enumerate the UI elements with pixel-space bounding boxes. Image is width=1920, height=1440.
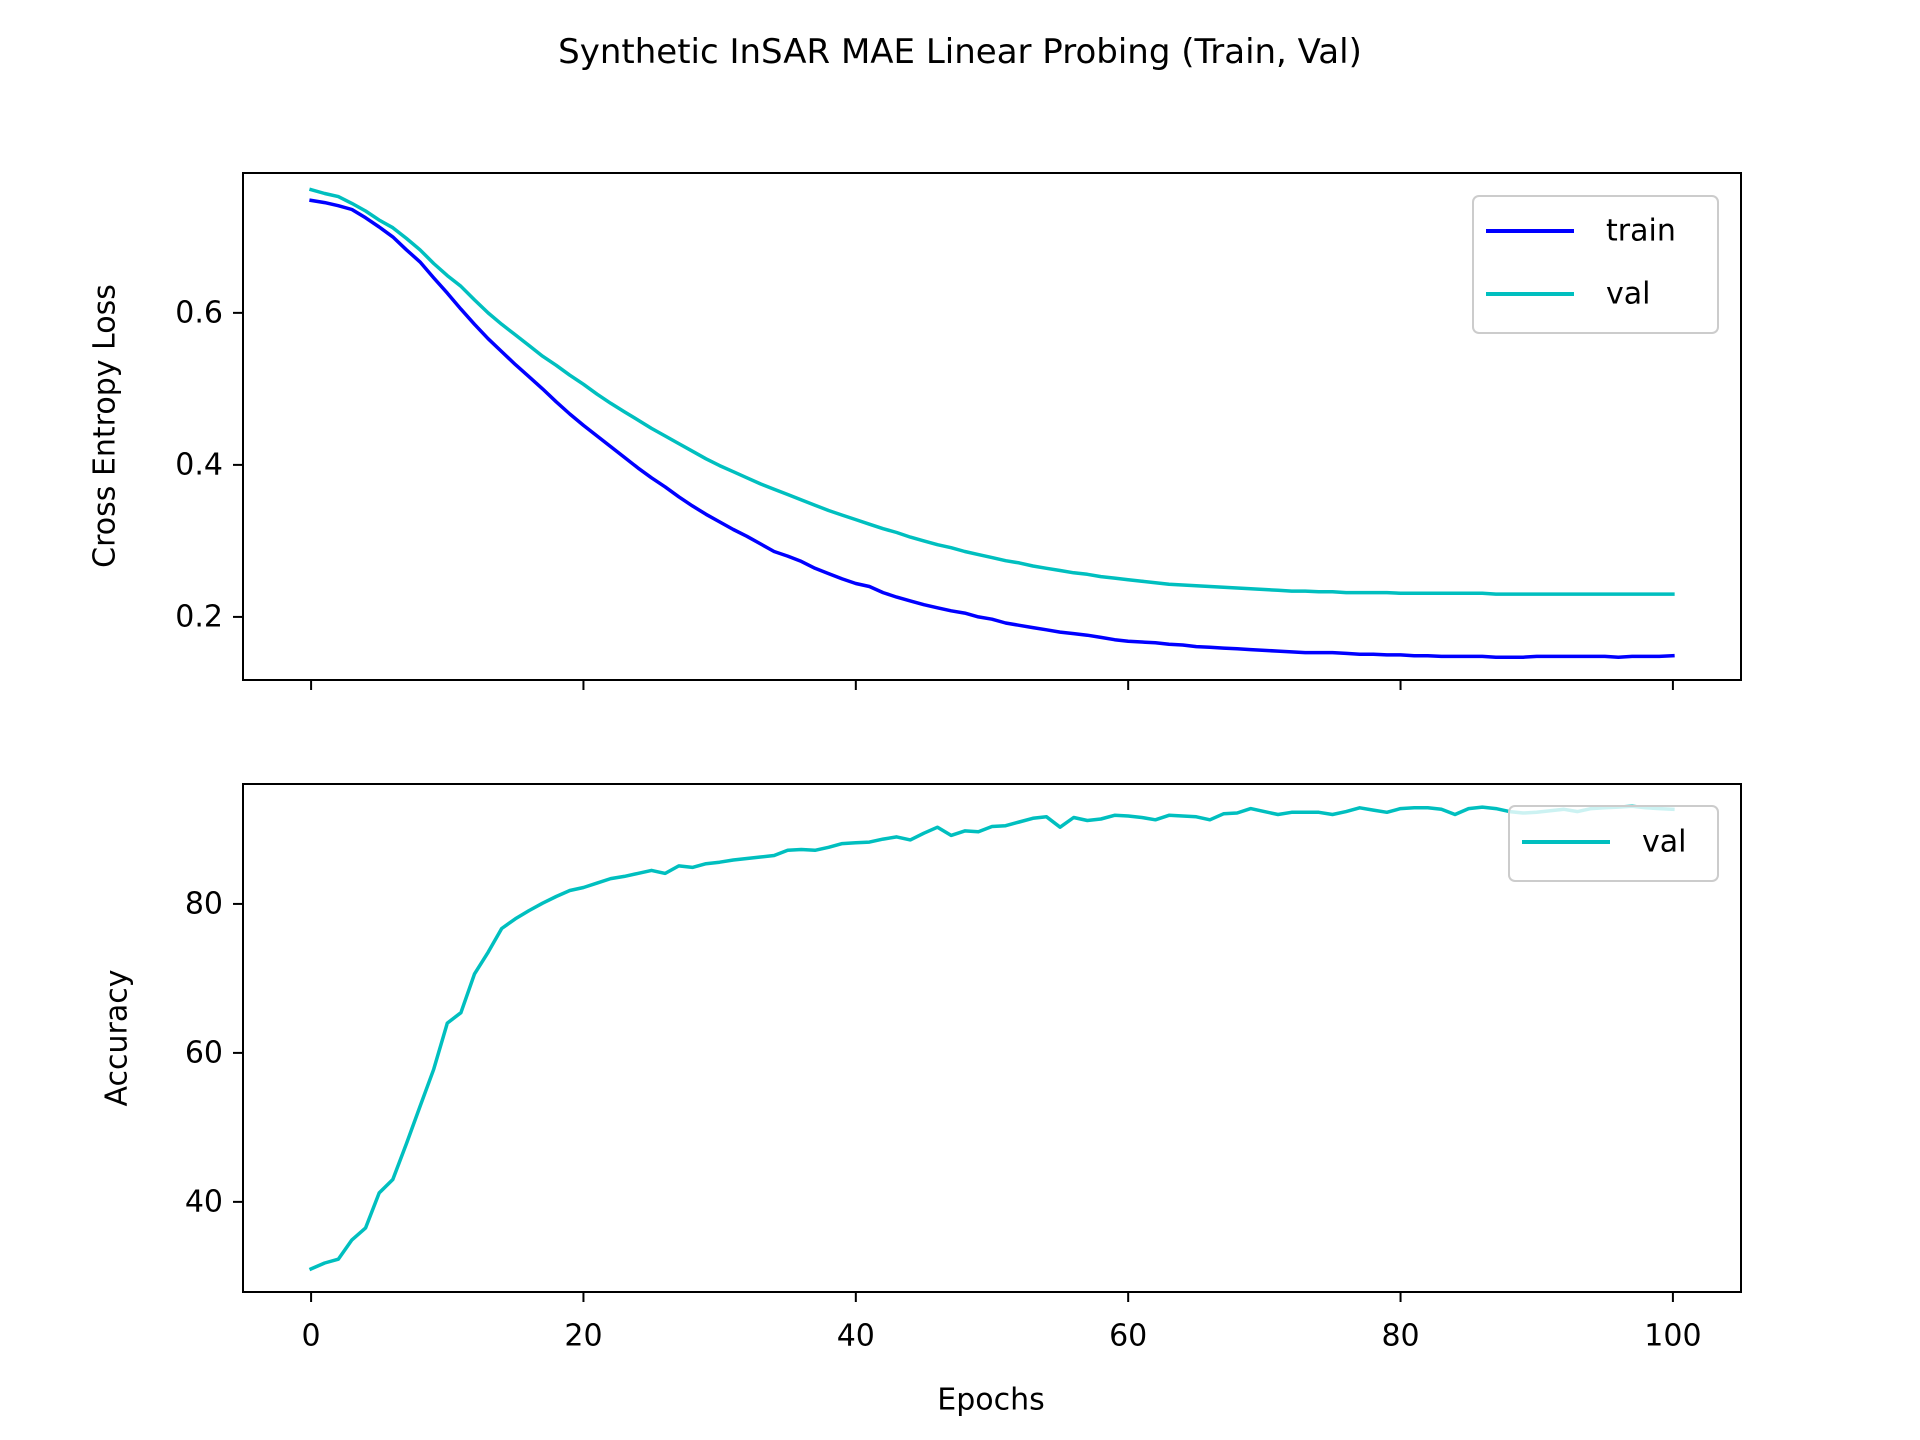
accuracy-x-ticks: 0 20 40 60 80 100 [302, 1292, 1702, 1354]
acc-x-tick-label: 40 [837, 1319, 875, 1354]
loss-plot-frame [242, 172, 1742, 681]
loss-y-ticks: 0.2 0.4 0.6 [175, 295, 243, 634]
accuracy-plot: 0 20 40 60 80 100 40 60 80 Accuracy Epochs val [100, 783, 1742, 1418]
loss-y-axis-label: Cross Entropy Loss [88, 284, 123, 568]
accuracy-legend: val [1508, 805, 1719, 882]
loss-series-line-val [308, 187, 1675, 596]
acc-x-tick-label: 80 [1381, 1319, 1419, 1354]
acc-x-tick-label: 0 [302, 1319, 321, 1354]
acc-y-tick-label: 80 [185, 886, 223, 921]
accuracy-legend-label-val: val [1642, 825, 1686, 860]
acc-x-tick-label: 20 [564, 1319, 602, 1354]
loss-plot: 0.2 0.4 0.6 Cross Entropy Loss train val [88, 172, 1742, 690]
loss-legend-label-train: train [1606, 214, 1676, 249]
loss-series [308, 187, 1675, 659]
accuracy-x-axis-label: Epochs [937, 1383, 1045, 1418]
acc-x-tick-label: 100 [1644, 1319, 1701, 1354]
loss-y-tick-label: 0.4 [175, 447, 223, 482]
loss-series-line-train [309, 198, 1675, 659]
acc-x-tick-label: 60 [1109, 1319, 1147, 1354]
loss-y-tick-label: 0.2 [175, 599, 223, 634]
loss-legend-label-val: val [1606, 277, 1650, 312]
accuracy-y-axis-label: Accuracy [100, 970, 135, 1107]
accuracy-y-ticks: 40 60 80 [185, 886, 243, 1219]
loss-legend-box [1472, 195, 1719, 334]
accuracy-series [308, 804, 1675, 1272]
loss-legend: train val [1472, 195, 1719, 334]
loss-y-tick-label: 0.6 [175, 295, 223, 330]
accuracy-legend-box [1508, 805, 1719, 882]
accuracy-plot-frame [242, 783, 1742, 1293]
acc-y-tick-label: 40 [185, 1184, 223, 1219]
figure-title: Synthetic InSAR MAE Linear Probing (Trai… [558, 32, 1362, 72]
acc-series-line-val [308, 804, 1675, 1272]
loss-x-ticks [310, 680, 1674, 690]
acc-y-tick-label: 60 [185, 1035, 223, 1070]
